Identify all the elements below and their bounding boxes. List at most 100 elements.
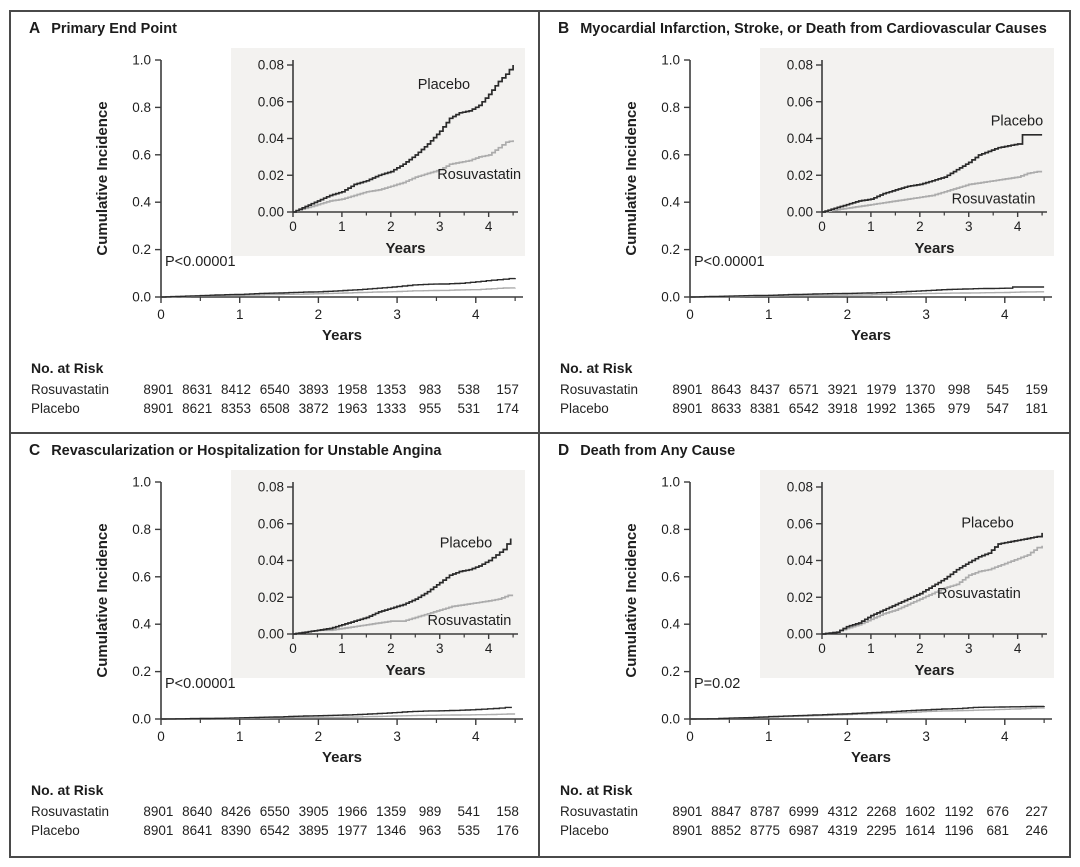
at-risk-value: 174 — [496, 401, 519, 416]
inset-y-tick-label: 0.00 — [258, 205, 284, 220]
inset-y-tick-label: 0.02 — [787, 168, 813, 183]
at-risk-value: 3905 — [298, 804, 329, 819]
at-risk-value: 1966 — [337, 804, 368, 819]
panel-d: D Death from Any Cause 0.0 0.2 0.4 0.6 0.8 1.0… — [540, 434, 1069, 856]
main-x-tick-label: 0 — [686, 729, 694, 744]
main-y-tick-label: 0.2 — [132, 242, 151, 257]
p-value-label: P=0.02 — [694, 676, 740, 692]
at-risk-value: 8412 — [220, 382, 252, 397]
at-risk-value: 955 — [418, 401, 442, 416]
at-risk-heading: No. at Risk — [560, 360, 633, 376]
main-x-tick-label: 1 — [236, 729, 244, 744]
inset-y-tick-label: 0.08 — [787, 58, 813, 73]
at-risk-value: 1196 — [944, 823, 974, 838]
main-x-tick-label: 3 — [393, 729, 401, 744]
at-risk-row: Placebo 8901 8621 8353 6508 3872 1963 1333 955 53… — [31, 399, 527, 418]
main-x-tick-label: 3 — [922, 729, 930, 744]
at-risk-value: 3872 — [298, 401, 329, 416]
main-x-tick-label: 4 — [1001, 307, 1009, 322]
at-risk-value: 8633 — [711, 401, 742, 416]
panel-title-text: Myocardial Infarction, Stroke, or Death … — [580, 21, 1047, 37]
inset-x-tick-label: 2 — [916, 219, 924, 234]
main-y-tick-label: 0.4 — [661, 617, 680, 632]
main-y-tick-label: 0.8 — [661, 522, 680, 537]
at-risk-value: 1192 — [944, 804, 974, 819]
main-x-tick-label: 1 — [765, 729, 773, 744]
main-x-axis-title: Years — [322, 327, 362, 344]
main-y-tick-label: 0.0 — [661, 712, 680, 727]
main-x-tick-label: 2 — [315, 729, 323, 744]
inset-curve-placebo — [822, 133, 1043, 213]
at-risk-row-label: Placebo — [560, 401, 609, 416]
main-y-tick-label: 0.0 — [661, 290, 680, 305]
at-risk-row: Placebo 8901 8641 8390 6542 3895 1977 1346 963 53… — [31, 821, 527, 840]
at-risk-value: 8437 — [749, 382, 781, 397]
main-x-tick-label: 4 — [472, 307, 480, 322]
inset-curve-rosuvastatin — [293, 140, 514, 213]
p-value-label: P<0.00001 — [694, 254, 765, 270]
panel-b-at-risk-table: No. at Risk Rosuvastatin 8901 8643 8437 6571… — [560, 360, 1059, 418]
at-risk-value: 6550 — [259, 804, 290, 819]
at-risk-row-label: Rosuvastatin — [560, 382, 639, 397]
panel-a: A Primary End Point 0.0 0.2 0.4 0.6 0.8 1.0 0 1 2… — [11, 12, 540, 434]
main-y-tick-label: 0.6 — [661, 147, 680, 162]
main-x-axis-title: Years — [851, 327, 891, 344]
at-risk-value: 8621 — [182, 401, 213, 416]
main-y-tick-label: 0.0 — [132, 290, 151, 305]
inset-x-tick-label: 3 — [436, 219, 444, 234]
main-y-tick-label: 1.0 — [661, 475, 680, 490]
at-risk-value: 8901 — [143, 401, 174, 416]
at-risk-value: 8641 — [182, 823, 213, 838]
at-risk-value: 4312 — [827, 804, 858, 819]
at-risk-value: 157 — [496, 382, 519, 397]
at-risk-value: 8901 — [672, 823, 703, 838]
at-risk-value: 1346 — [376, 823, 407, 838]
main-x-tick-label: 2 — [844, 307, 852, 322]
inset-y-tick-label: 0.00 — [258, 627, 284, 642]
at-risk-heading: No. at Risk — [31, 360, 104, 376]
at-risk-value: 535 — [457, 823, 481, 838]
panel-d-chart: 0.0 0.2 0.4 0.6 0.8 1.0 0 1 2 3 4 Cumulative Incide… — [623, 470, 1054, 766]
at-risk-value: 176 — [496, 823, 519, 838]
inset-x-tick-label: 4 — [485, 641, 493, 656]
panel-letter: C — [29, 442, 41, 459]
main-y-tick-label: 0.8 — [132, 100, 151, 115]
main-curve-placebo — [161, 277, 516, 298]
at-risk-value: 8901 — [143, 804, 174, 819]
main-y-tick-label: 0.8 — [661, 100, 680, 115]
inset-background — [231, 48, 525, 256]
series-label-rosuvastatin: Rosuvastatin — [937, 586, 1021, 602]
at-risk-row-label: Rosuvastatin — [31, 804, 110, 819]
inset-y-tick-label: 0.04 — [258, 553, 285, 568]
main-y-axis-title: Cumulative Incidence — [623, 101, 640, 255]
at-risk-value: 158 — [496, 804, 519, 819]
inset-x-tick-label: 0 — [818, 219, 826, 234]
series-label-placebo: Placebo — [991, 114, 1043, 130]
main-curve-placebo — [690, 705, 1045, 720]
at-risk-value: 8847 — [711, 804, 742, 819]
panel-letter: B — [558, 20, 570, 37]
inset-x-tick-label: 4 — [1014, 641, 1022, 656]
inset-x-tick-label: 4 — [485, 219, 493, 234]
at-risk-value: 541 — [457, 804, 481, 819]
at-risk-value: 227 — [1025, 804, 1048, 819]
at-risk-value: 8381 — [749, 401, 781, 416]
at-risk-value: 3921 — [827, 382, 858, 397]
main-x-tick-label: 0 — [686, 307, 694, 322]
at-risk-value: 8787 — [749, 804, 781, 819]
at-risk-value: 3893 — [298, 382, 329, 397]
inset-background — [231, 470, 525, 678]
four-panel-cumulative-incidence-figure: A Primary End Point 0.0 0.2 0.4 0.6 0.8 1.0 0 1 2… — [9, 10, 1071, 858]
inset-background — [760, 470, 1054, 678]
at-risk-value: 8353 — [220, 401, 252, 416]
inset-y-tick-label: 0.04 — [258, 131, 285, 146]
inset-curve-rosuvastatin — [822, 170, 1043, 213]
inset-x-tick-label: 3 — [436, 641, 444, 656]
panel-b-title: B Myocardial Infarction, Stroke, or Death… — [558, 20, 1059, 42]
at-risk-value: 2295 — [866, 823, 897, 838]
inset-background — [760, 48, 1054, 256]
at-risk-value: 1602 — [905, 804, 936, 819]
main-y-tick-label: 0.6 — [132, 569, 151, 584]
inset-x-tick-label: 1 — [867, 641, 875, 656]
inset-x-tick-label: 1 — [338, 219, 346, 234]
